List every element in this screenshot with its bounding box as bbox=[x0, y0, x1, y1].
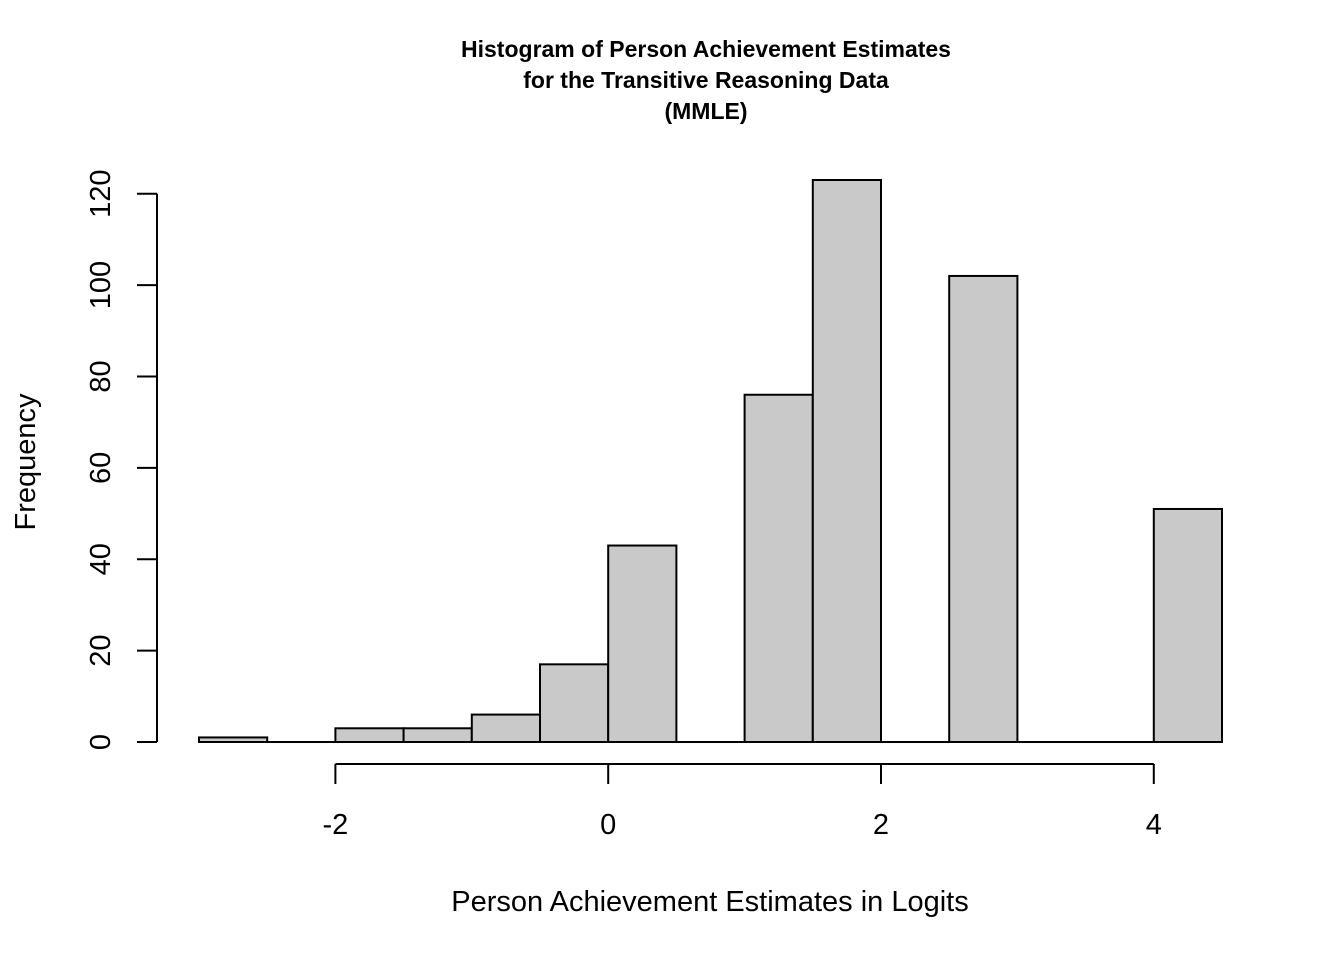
y-tick-label: 120 bbox=[85, 170, 117, 218]
y-axis-label: Frequency bbox=[10, 393, 42, 531]
histogram-bar bbox=[949, 276, 1017, 742]
chart-title-line: Histogram of Person Achievement Estimate… bbox=[461, 36, 951, 62]
histogram-bar bbox=[1154, 509, 1222, 742]
chart-title-line: (MMLE) bbox=[664, 98, 747, 124]
chart-title-line: for the Transitive Reasoning Data bbox=[523, 67, 889, 93]
chart-title: Histogram of Person Achievement Estimate… bbox=[461, 36, 951, 124]
y-tick-label: 20 bbox=[85, 634, 117, 666]
histogram-bar bbox=[404, 728, 472, 742]
x-tick-label: -2 bbox=[323, 809, 349, 841]
histogram-bar bbox=[199, 737, 267, 742]
y-tick-label: 60 bbox=[85, 452, 117, 484]
x-tick-label: 4 bbox=[1146, 809, 1162, 841]
y-tick-label: 80 bbox=[85, 360, 117, 392]
x-tick-label: 0 bbox=[600, 809, 616, 841]
histogram-bars bbox=[199, 180, 1222, 742]
histogram-bar bbox=[472, 715, 540, 742]
histogram-bar bbox=[540, 664, 608, 742]
y-tick-label: 40 bbox=[85, 543, 117, 575]
histogram-bar bbox=[745, 395, 813, 742]
y-tick-label: 100 bbox=[85, 261, 117, 309]
histogram-bar bbox=[813, 180, 881, 742]
x-tick-label: 2 bbox=[873, 809, 889, 841]
histogram-bar bbox=[335, 728, 403, 742]
histogram-bar bbox=[608, 546, 676, 742]
x-axis-label: Person Achievement Estimates in Logits bbox=[451, 886, 968, 918]
x-axis: -2 0 2 4 bbox=[323, 764, 1162, 841]
y-axis: 0 20 40 60 80 100 120 bbox=[85, 170, 157, 751]
y-tick-label: 0 bbox=[85, 734, 117, 750]
